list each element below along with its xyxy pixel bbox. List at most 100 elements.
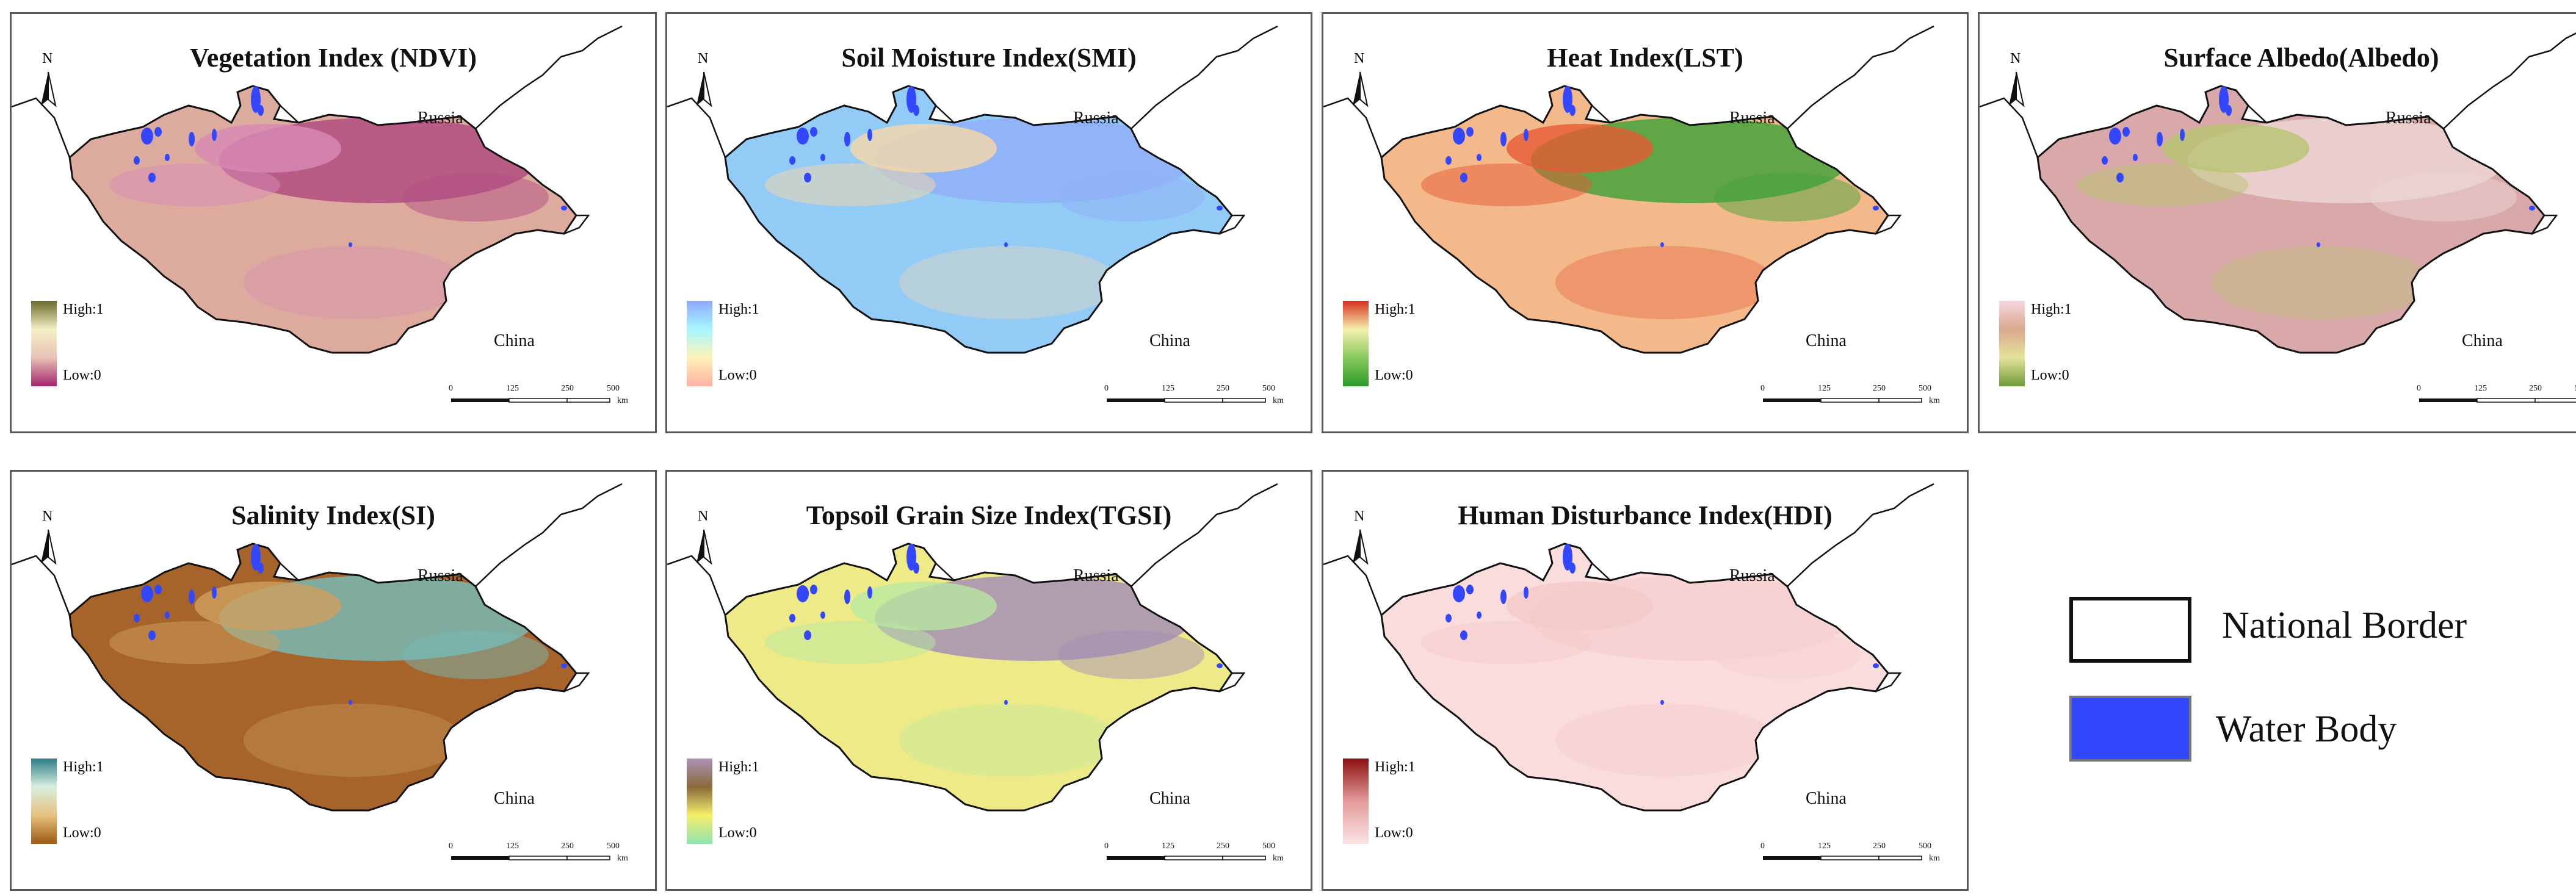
legend-low-label: Low:0 [63, 367, 101, 383]
map-panel-hdi: Human Disturbance Index(HDI) Russia China N… [1322, 470, 1969, 891]
water-body [141, 128, 153, 145]
water-body [2180, 129, 2185, 141]
north-label: N [2010, 51, 2021, 67]
scale-tick-label: 125 [506, 842, 519, 851]
water-body [2219, 86, 2229, 113]
legend-high-label: High:1 [1375, 301, 1416, 317]
water-body [1569, 105, 1576, 116]
north-arrow-icon [41, 71, 57, 107]
scale-tick-label: 250 [561, 384, 574, 393]
water-body [797, 128, 809, 145]
scale-tick-label: 250 [561, 842, 574, 851]
scale-tick-label: 500 [607, 842, 620, 851]
water-body [148, 630, 156, 640]
water-body [189, 589, 195, 604]
scale-tick-label: 125 [1162, 842, 1174, 851]
neighbor-border [667, 97, 726, 158]
index-pattern [765, 575, 1204, 777]
index-pattern [2077, 118, 2517, 319]
neighbor-border [1875, 672, 1902, 693]
national-border [1380, 85, 1889, 354]
legend-low-label: Low:0 [1375, 825, 1413, 841]
legend-color-ramp [687, 759, 712, 844]
legend-color-ramp [1999, 301, 2025, 386]
water-body [1466, 585, 1474, 594]
scale-tick-label: 125 [1818, 384, 1831, 393]
index-pattern [765, 118, 1204, 319]
water-body [1524, 586, 1529, 599]
national-border [68, 543, 577, 812]
water-body [1524, 129, 1529, 141]
water-body [561, 206, 567, 211]
water-body [1569, 563, 1576, 574]
national-border [724, 85, 1233, 354]
water-body [810, 585, 817, 594]
neighbor-border [280, 563, 299, 581]
scale-tick-label: 250 [1217, 384, 1229, 393]
water-body [154, 127, 162, 137]
index-pattern [1421, 118, 1861, 319]
water-body [1466, 127, 1474, 137]
national-border [68, 85, 577, 354]
water-body [1460, 173, 1467, 182]
scale-unit-label: km [1273, 854, 1284, 863]
legend-color-ramp [31, 759, 57, 844]
scale-tick-label: 500 [1262, 384, 1275, 393]
water-body-swatch [2069, 696, 2191, 762]
water-body [212, 129, 217, 141]
water-body [1004, 700, 1008, 705]
national-border-swatch [2069, 597, 2191, 663]
water-body [867, 129, 872, 141]
water-body [349, 700, 352, 705]
scale-tick-label: 500 [607, 384, 620, 393]
north-label: N [1354, 508, 1365, 524]
water-body [349, 242, 352, 247]
water-body [2122, 127, 2130, 137]
index-pattern [109, 575, 549, 777]
neighbor-border [280, 105, 299, 123]
scale-unit-label: km [1273, 396, 1284, 405]
scale-tick-label: 0 [1760, 384, 1765, 393]
water-body [820, 611, 825, 619]
neighbor-border [1131, 25, 1278, 129]
neighbor-border [1787, 25, 1934, 129]
legend-high-label: High:1 [718, 759, 759, 775]
label-russia: Russia [1073, 109, 1119, 128]
scale-tick-label: 125 [1818, 842, 1831, 851]
water-body [913, 563, 919, 574]
scale-bar [1107, 856, 1266, 860]
national-border-label: National Border [2222, 605, 2467, 646]
map-panel-ndvi: Vegetation Index (NDVI) Russia China N High:… [10, 12, 657, 433]
national-border [1380, 543, 1889, 812]
legend-high-label: High:1 [1375, 759, 1416, 775]
water-body [2317, 242, 2320, 247]
neighbor-border [935, 563, 955, 581]
neighbor-border [1591, 563, 1611, 581]
scale-tick-label: 0 [1760, 842, 1765, 851]
map-panel-smi: Soil Moisture Index(SMI) Russia China N High… [665, 12, 1312, 433]
north-label: N [698, 51, 709, 67]
water-body [2226, 105, 2232, 116]
water-body [561, 663, 567, 668]
water-body [165, 611, 170, 619]
north-arrow-icon [1353, 71, 1369, 107]
map-lst [1323, 25, 1934, 403]
map-panel-si: Salinity Index(SI) Russia China N High:1 Low:… [10, 470, 657, 891]
neighbor-border [2443, 32, 2576, 129]
water-body [2157, 132, 2163, 146]
label-china: China [1806, 331, 1847, 350]
north-label: N [1354, 51, 1365, 67]
scale-bar [451, 856, 610, 860]
scale-bar [2419, 398, 2576, 403]
water-body [258, 563, 264, 574]
map-panel-lst: Heat Index(LST) Russia China N High:1 Low:0 0 1… [1322, 12, 1969, 433]
north-arrow-icon [696, 529, 712, 565]
legend-high-label: High:1 [63, 301, 104, 317]
label-russia: Russia [2386, 109, 2431, 128]
scale-tick-label: 125 [1162, 384, 1174, 393]
neighbor-border [1131, 483, 1278, 587]
map-tgsi [667, 483, 1278, 860]
neighbor-border [2531, 214, 2558, 235]
water-body [1004, 242, 1008, 247]
label-russia: Russia [418, 566, 463, 585]
